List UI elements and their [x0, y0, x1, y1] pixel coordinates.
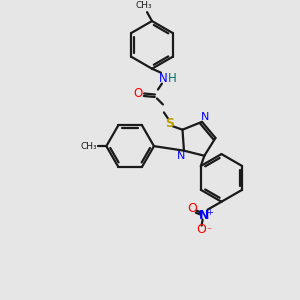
Text: CH₃: CH₃	[80, 142, 97, 151]
Text: +: +	[206, 208, 213, 217]
Text: CH₃: CH₃	[136, 1, 152, 10]
Text: N: N	[201, 112, 209, 122]
Text: O: O	[197, 223, 207, 236]
Text: N: N	[198, 209, 209, 222]
Text: H: H	[167, 72, 176, 85]
Text: S: S	[165, 117, 174, 130]
Text: O: O	[188, 202, 198, 215]
Text: N: N	[177, 151, 185, 160]
Text: N: N	[158, 72, 167, 85]
Text: O: O	[134, 87, 143, 100]
Text: ⁻: ⁻	[206, 226, 211, 236]
